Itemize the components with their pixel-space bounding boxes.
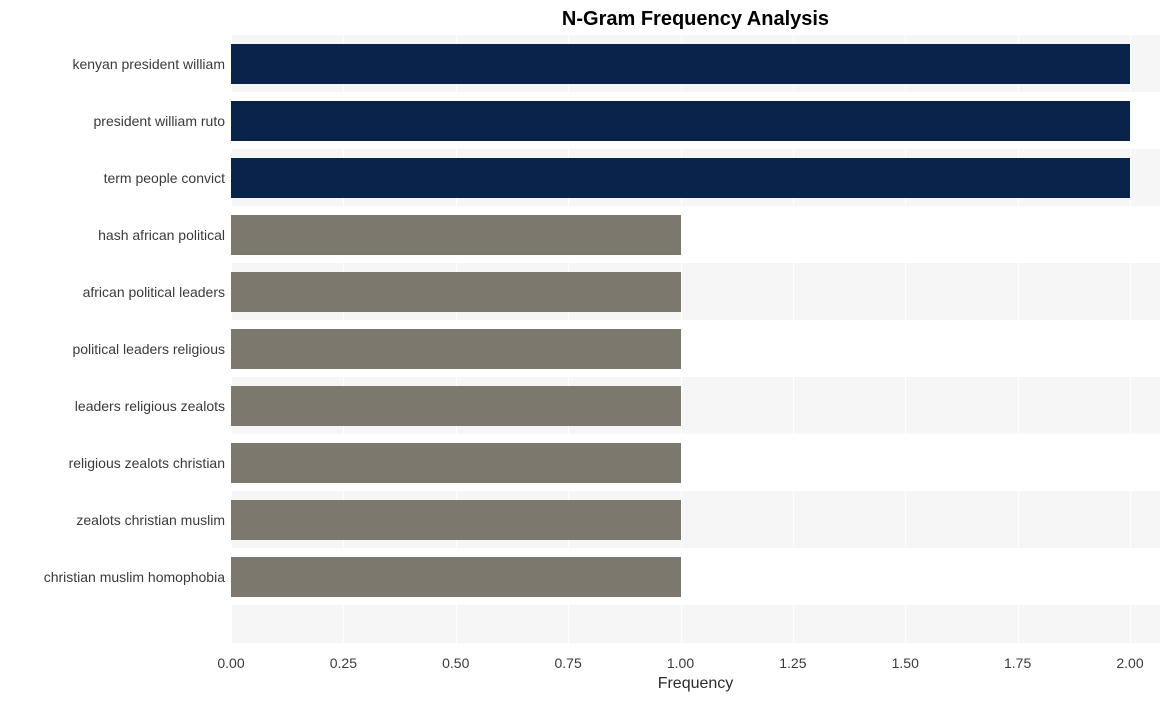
x-tick-label: 2.00 [1116,655,1143,671]
y-tick-label: religious zealots christian [69,455,225,471]
y-tick-label: african political leaders [83,284,225,300]
x-tick-label: 1.50 [892,655,919,671]
y-tick-label: term people convict [104,170,225,186]
bar [231,443,681,483]
y-axis-labels: kenyan president william president willia… [0,35,225,643]
x-tick-label: 1.25 [779,655,806,671]
bar [231,158,1130,198]
x-axis-title: Frequency [231,675,1160,693]
x-tick-label: 0.25 [330,655,357,671]
y-tick-label: kenyan president william [72,56,225,72]
y-tick-label: president william ruto [94,113,226,129]
bar [231,386,681,426]
x-tick-label: 0.50 [442,655,469,671]
y-tick-label: christian muslim homophobia [44,569,225,585]
bar [231,272,681,312]
bar [231,500,681,540]
x-tick-label: 1.75 [1004,655,1031,671]
grid-line [1130,35,1131,643]
plot-band [231,605,1160,643]
y-tick-label: political leaders religious [72,341,225,357]
ngram-chart: N-Gram Frequency Analysis kenyan preside… [0,0,1170,701]
plot-area [231,35,1160,643]
x-tick-label: 1.00 [667,655,694,671]
bar [231,329,681,369]
y-tick-label: hash african political [98,227,225,243]
y-tick-label: leaders religious zealots [75,398,225,414]
chart-title: N-Gram Frequency Analysis [231,8,1160,31]
y-tick-label: zealots christian muslim [76,512,225,528]
x-tick-label: 0.75 [555,655,582,671]
bar [231,101,1130,141]
bar [231,557,681,597]
bar [231,215,681,255]
bar [231,44,1130,84]
x-tick-label: 0.00 [217,655,244,671]
